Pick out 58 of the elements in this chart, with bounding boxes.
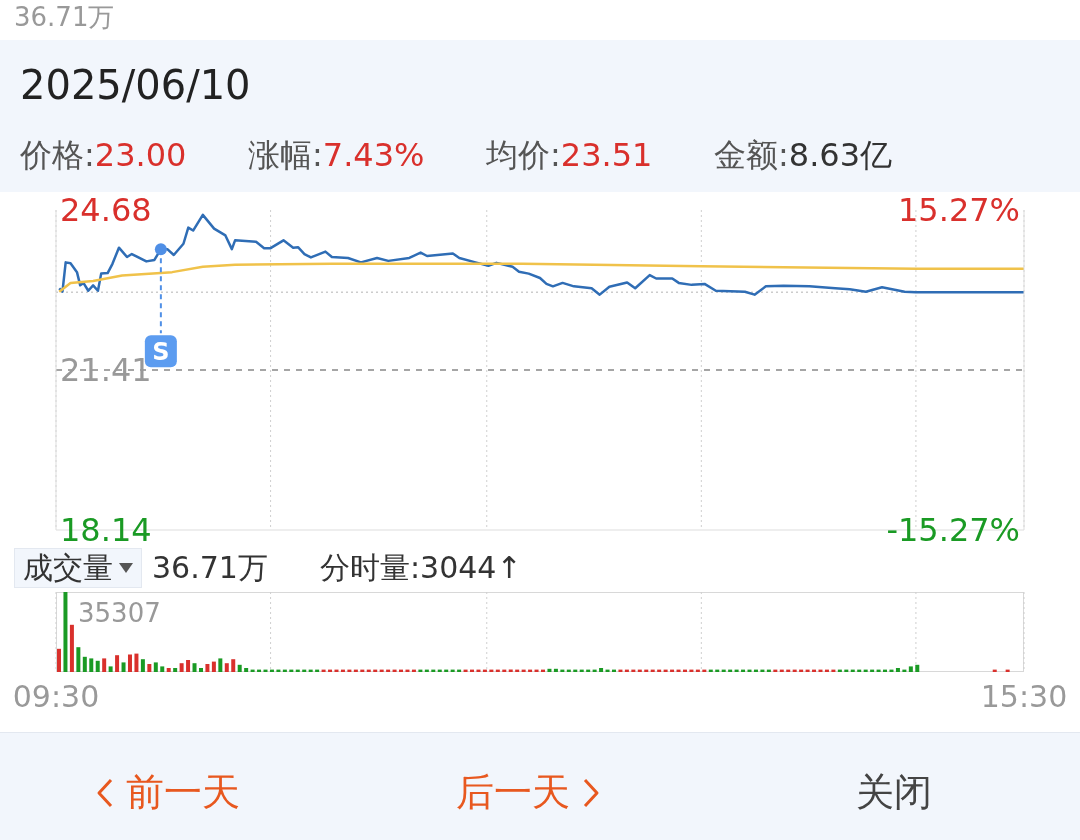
bar (205, 664, 210, 672)
text: 36.71万 (14, 1, 115, 34)
bar (127, 654, 132, 672)
bar (102, 658, 107, 672)
bar (231, 659, 236, 672)
line-series (57, 262, 1024, 293)
bar (599, 668, 604, 672)
bar (147, 664, 152, 672)
bar (186, 660, 191, 672)
bar (153, 662, 158, 672)
y2-tick-label: 15.27% (897, 191, 1020, 230)
bar (115, 655, 120, 672)
bar (121, 662, 126, 672)
bar (173, 668, 178, 672)
bar (908, 666, 913, 672)
bar (63, 592, 68, 672)
bar (895, 668, 900, 672)
x-tick-label: 15:30 (980, 679, 1068, 714)
bar (224, 663, 229, 672)
y-tick-label: 24.68 (60, 191, 152, 230)
bar (179, 663, 184, 672)
bar (915, 664, 920, 672)
text: 金额:8.63亿 (714, 135, 893, 176)
text: 后一天 (456, 769, 570, 816)
bar (108, 666, 113, 672)
x-tick-label: 09:30 (12, 679, 100, 714)
bar (198, 668, 203, 672)
bar (160, 666, 165, 672)
y2-tick-label: -15.27% (886, 511, 1020, 550)
bar (89, 658, 94, 672)
text: 关闭 (856, 769, 932, 816)
bar (140, 659, 145, 672)
text: 2025/06/10 (20, 62, 251, 108)
bar (547, 668, 552, 672)
text: 价格:23.00 (20, 135, 187, 176)
text: 前一天 (126, 769, 240, 816)
text: 36.71万 (152, 549, 268, 587)
chart-title: 成交量 (14, 548, 142, 588)
bar (166, 668, 171, 672)
bar (57, 648, 61, 672)
bar (237, 664, 242, 672)
bar (553, 668, 558, 672)
bar (82, 656, 87, 672)
bar (95, 660, 100, 672)
bar (69, 624, 74, 672)
text: 涨幅:7.43% (248, 135, 425, 176)
bar (192, 663, 197, 672)
y-tick-label: 18.14 (60, 511, 152, 550)
annotation: S (152, 337, 170, 366)
bar (218, 658, 223, 672)
bar (134, 653, 139, 672)
annotation: 35307 (78, 598, 161, 628)
bar (244, 668, 249, 672)
text: 均价:23.51 (486, 135, 653, 176)
bar (76, 647, 81, 672)
bar (211, 661, 216, 672)
text: 分时量:3044↑ (320, 549, 522, 587)
y-tick-label: 21.41 (60, 351, 152, 390)
